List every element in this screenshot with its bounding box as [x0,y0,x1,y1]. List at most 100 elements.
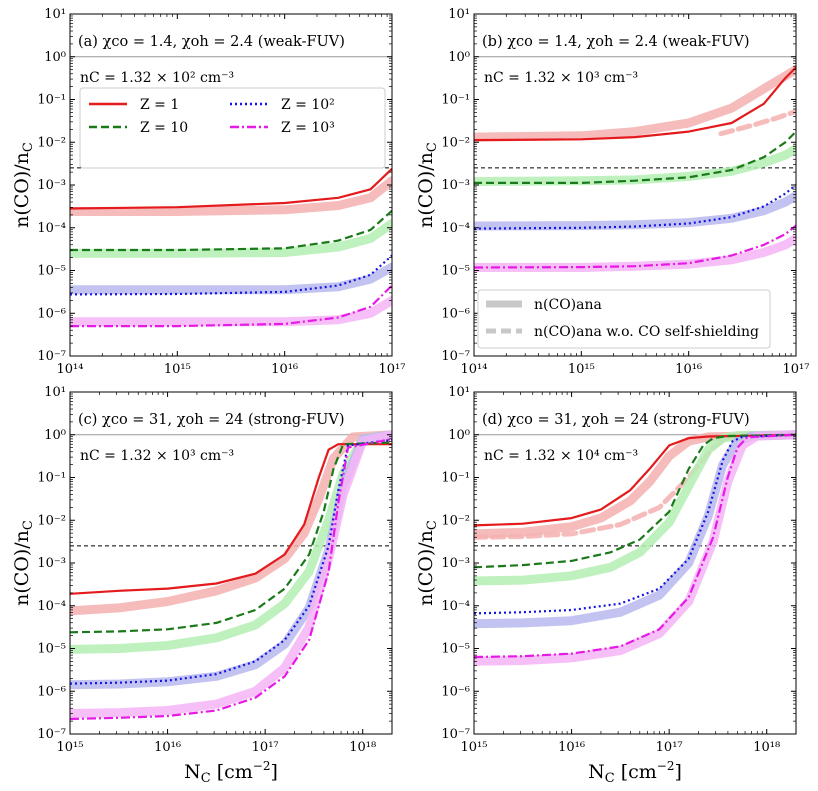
xlabel-left: NC [cm−2] [184,759,278,786]
y-tick-label: 10⁻¹ [37,471,66,486]
series-z1-solid [70,168,392,210]
y-tick-label: 10⁻¹ [441,471,470,486]
panel-d: 10⁻⁷ 10⁻⁶ 10⁻⁵ 10⁻⁴ 10⁻³ 10⁻² 10⁻¹ 10⁰ 10¹ 10¹⁵ 10… [441,385,797,755]
axes-ticks [69,13,393,357]
x-tick-label: 10¹⁵ [568,362,595,377]
x-tick-label: 10¹⁷ [783,362,810,377]
y-tick-label: 10⁻² [441,513,470,528]
panel-d-density: nC = 1.32 × 10⁴ cm⁻³ [484,448,638,464]
panel-a-density: nC = 1.32 × 10² cm⁻³ [80,70,234,86]
panel-c: 10⁻⁷ 10⁻⁶ 10⁻⁵ 10⁻⁴ 10⁻³ 10⁻² 10⁻¹ 10⁰ 10¹ 10¹⁵ 10… [37,385,393,755]
x-tick-label: 10¹⁵ [57,740,84,755]
panel-c-plot-area: 10⁻⁷ 10⁻⁶ 10⁻⁵ 10⁻⁴ 10⁻³ 10⁻² 10⁻¹ 10⁰ 10¹ 10¹⁵ 10… [37,385,392,755]
series-z1000_light-band [70,295,392,327]
panel-a: 10⁻⁷ 10⁻⁶ 10⁻⁵ 10⁻⁴ 10⁻³ 10⁻² 10⁻¹ 10⁰ 10¹ 10¹⁴ 10… [37,7,405,377]
legend-label-analytic: n(CO)ana [534,297,602,313]
series-z10_light-band [474,144,796,187]
panel-c-frame [69,391,393,735]
y-tick-label: 10⁻⁴ [441,599,470,614]
panel-a-plot-area: 10⁻⁷ 10⁻⁶ 10⁻⁵ 10⁻⁴ 10⁻³ 10⁻² 10⁻¹ 10⁰ 10¹ 10¹⁴ 10… [37,7,405,377]
series-z10-dashed [474,433,796,569]
y-tick-label: 10⁻⁶ [37,306,66,321]
x-tick-label: 10¹⁶ [271,362,298,377]
x-tick-label: 10¹⁸ [349,740,376,755]
y-tick-label: 10⁻⁴ [37,221,66,236]
series-z100-dotted [474,184,796,230]
y-tick-label: 10⁻⁶ [441,684,470,699]
y-tick-label: 10⁻⁵ [441,642,470,657]
x-tick-label: 10¹⁶ [558,740,585,755]
series-z10-dashed [70,209,392,252]
y-tick-label: 10⁻³ [441,178,470,193]
series-z1000-dashdot [70,437,392,721]
series-z100_light-band [70,262,392,295]
y-tick-label: 10¹ [44,7,66,22]
series-z1000_light-band [474,430,796,666]
legend-label-z1000: Z = 10³ [281,120,335,136]
xlabel-right: NC [cm−2] [588,759,682,786]
y-tick-label: 10⁻⁵ [441,264,470,279]
y-tick-label: 10⁻⁷ [37,349,66,364]
y-tick-label: 10¹ [44,385,66,400]
ylabel-bottom-left: n(CO)/nC [11,520,36,606]
panel-c-density: nC = 1.32 × 10³ cm⁻³ [80,448,234,464]
panel-b: 10⁻⁷ 10⁻⁶ 10⁻⁵ 10⁻⁴ 10⁻³ 10⁻² 10⁻¹ 10⁰ 10¹ 10¹⁴ 10… [441,7,809,377]
x-tick-label: 10¹⁶ [675,362,702,377]
series-z10-dashed [474,130,796,184]
series-z1_light-band [474,430,796,539]
x-tick-label: 10¹⁶ [154,740,181,755]
panel-b-density: nC = 1.32 × 10³ cm⁻³ [484,70,638,86]
y-tick-label: 10⁻¹ [37,93,66,108]
x-tick-label: 10¹⁴ [461,362,488,377]
series-z1-solid [474,433,796,527]
series-z10_light-band [70,219,392,258]
series-z1000-dashdot [474,224,796,269]
x-tick-label: 10¹⁸ [753,740,780,755]
series-z10_light-band [474,430,796,586]
panel-b-title: (b) χco = 1.4, χoh = 2.4 (weak-FUV) [482,34,750,50]
series-z1_light-band [474,65,796,142]
y-tick-label: 10⁻⁵ [37,264,66,279]
panel-c-title: (c) χco = 31, χoh = 24 (strong-FUV) [78,412,345,428]
panel-d-title: (d) χco = 31, χoh = 24 (strong-FUV) [482,412,750,428]
analytic-legend-box [477,289,771,349]
y-tick-label: 10⁰ [44,50,66,65]
y-tick-label: 10⁻⁷ [441,727,470,742]
series-z10-dashed [70,441,392,634]
y-tick-label: 10⁻⁶ [37,684,66,699]
series-z100_light-band [474,430,796,629]
y-tick-label: 10⁰ [44,428,66,443]
x-tick-label: 10¹⁷ [252,740,279,755]
legend-label-z1: Z = 1 [140,97,179,113]
panel-d-plot-area: 10⁻⁷ 10⁻⁶ 10⁻⁵ 10⁻⁴ 10⁻³ 10⁻² 10⁻¹ 10⁰ 10¹ 10¹⁵ 10… [441,385,796,755]
x-tick-label: 10¹⁷ [379,362,406,377]
panel-a-frame [69,13,393,357]
y-tick-label: 10⁻² [441,135,470,150]
ylabel-top-left: n(CO)/nC [11,142,36,228]
series-z100-dotted [474,433,796,615]
y-tick-label: 10⁻³ [441,556,470,571]
x-tick-label: 10¹⁴ [57,362,84,377]
panel-b-legend: n(CO)ana n(CO)ana w.o. CO self-shielding [477,289,771,349]
y-tick-label: 10⁻⁶ [441,306,470,321]
y-tick-label: 10⁻² [37,513,66,528]
ylabel-bottom-right: n(CO)/nC [415,520,440,606]
panel-d-frame [473,391,797,735]
legend-label-z10: Z = 10 [140,120,188,136]
series-z1_light-dashband [718,109,796,137]
x-tick-label: 10¹⁷ [656,740,683,755]
y-tick-label: 10⁻³ [37,556,66,571]
y-tick-label: 10⁻⁷ [441,349,470,364]
y-tick-label: 10⁻² [37,135,66,150]
series-z1_light-band [70,176,392,216]
y-tick-label: 10⁻⁵ [37,642,66,657]
series-z1000-dashdot [474,433,796,659]
series-z100-dotted [70,438,392,685]
y-tick-label: 10⁰ [448,428,470,443]
y-tick-label: 10¹ [448,385,470,400]
series-z1000_light-band [474,233,796,272]
panel-b-plot-area: 10⁻⁷ 10⁻⁶ 10⁻⁵ 10⁻⁴ 10⁻³ 10⁻² 10⁻¹ 10⁰ 10¹ 10¹⁴ 10… [441,7,809,377]
series-z1000_light-band [70,430,392,718]
panel-b-frame [473,13,797,357]
y-tick-label: 10⁻³ [37,178,66,193]
